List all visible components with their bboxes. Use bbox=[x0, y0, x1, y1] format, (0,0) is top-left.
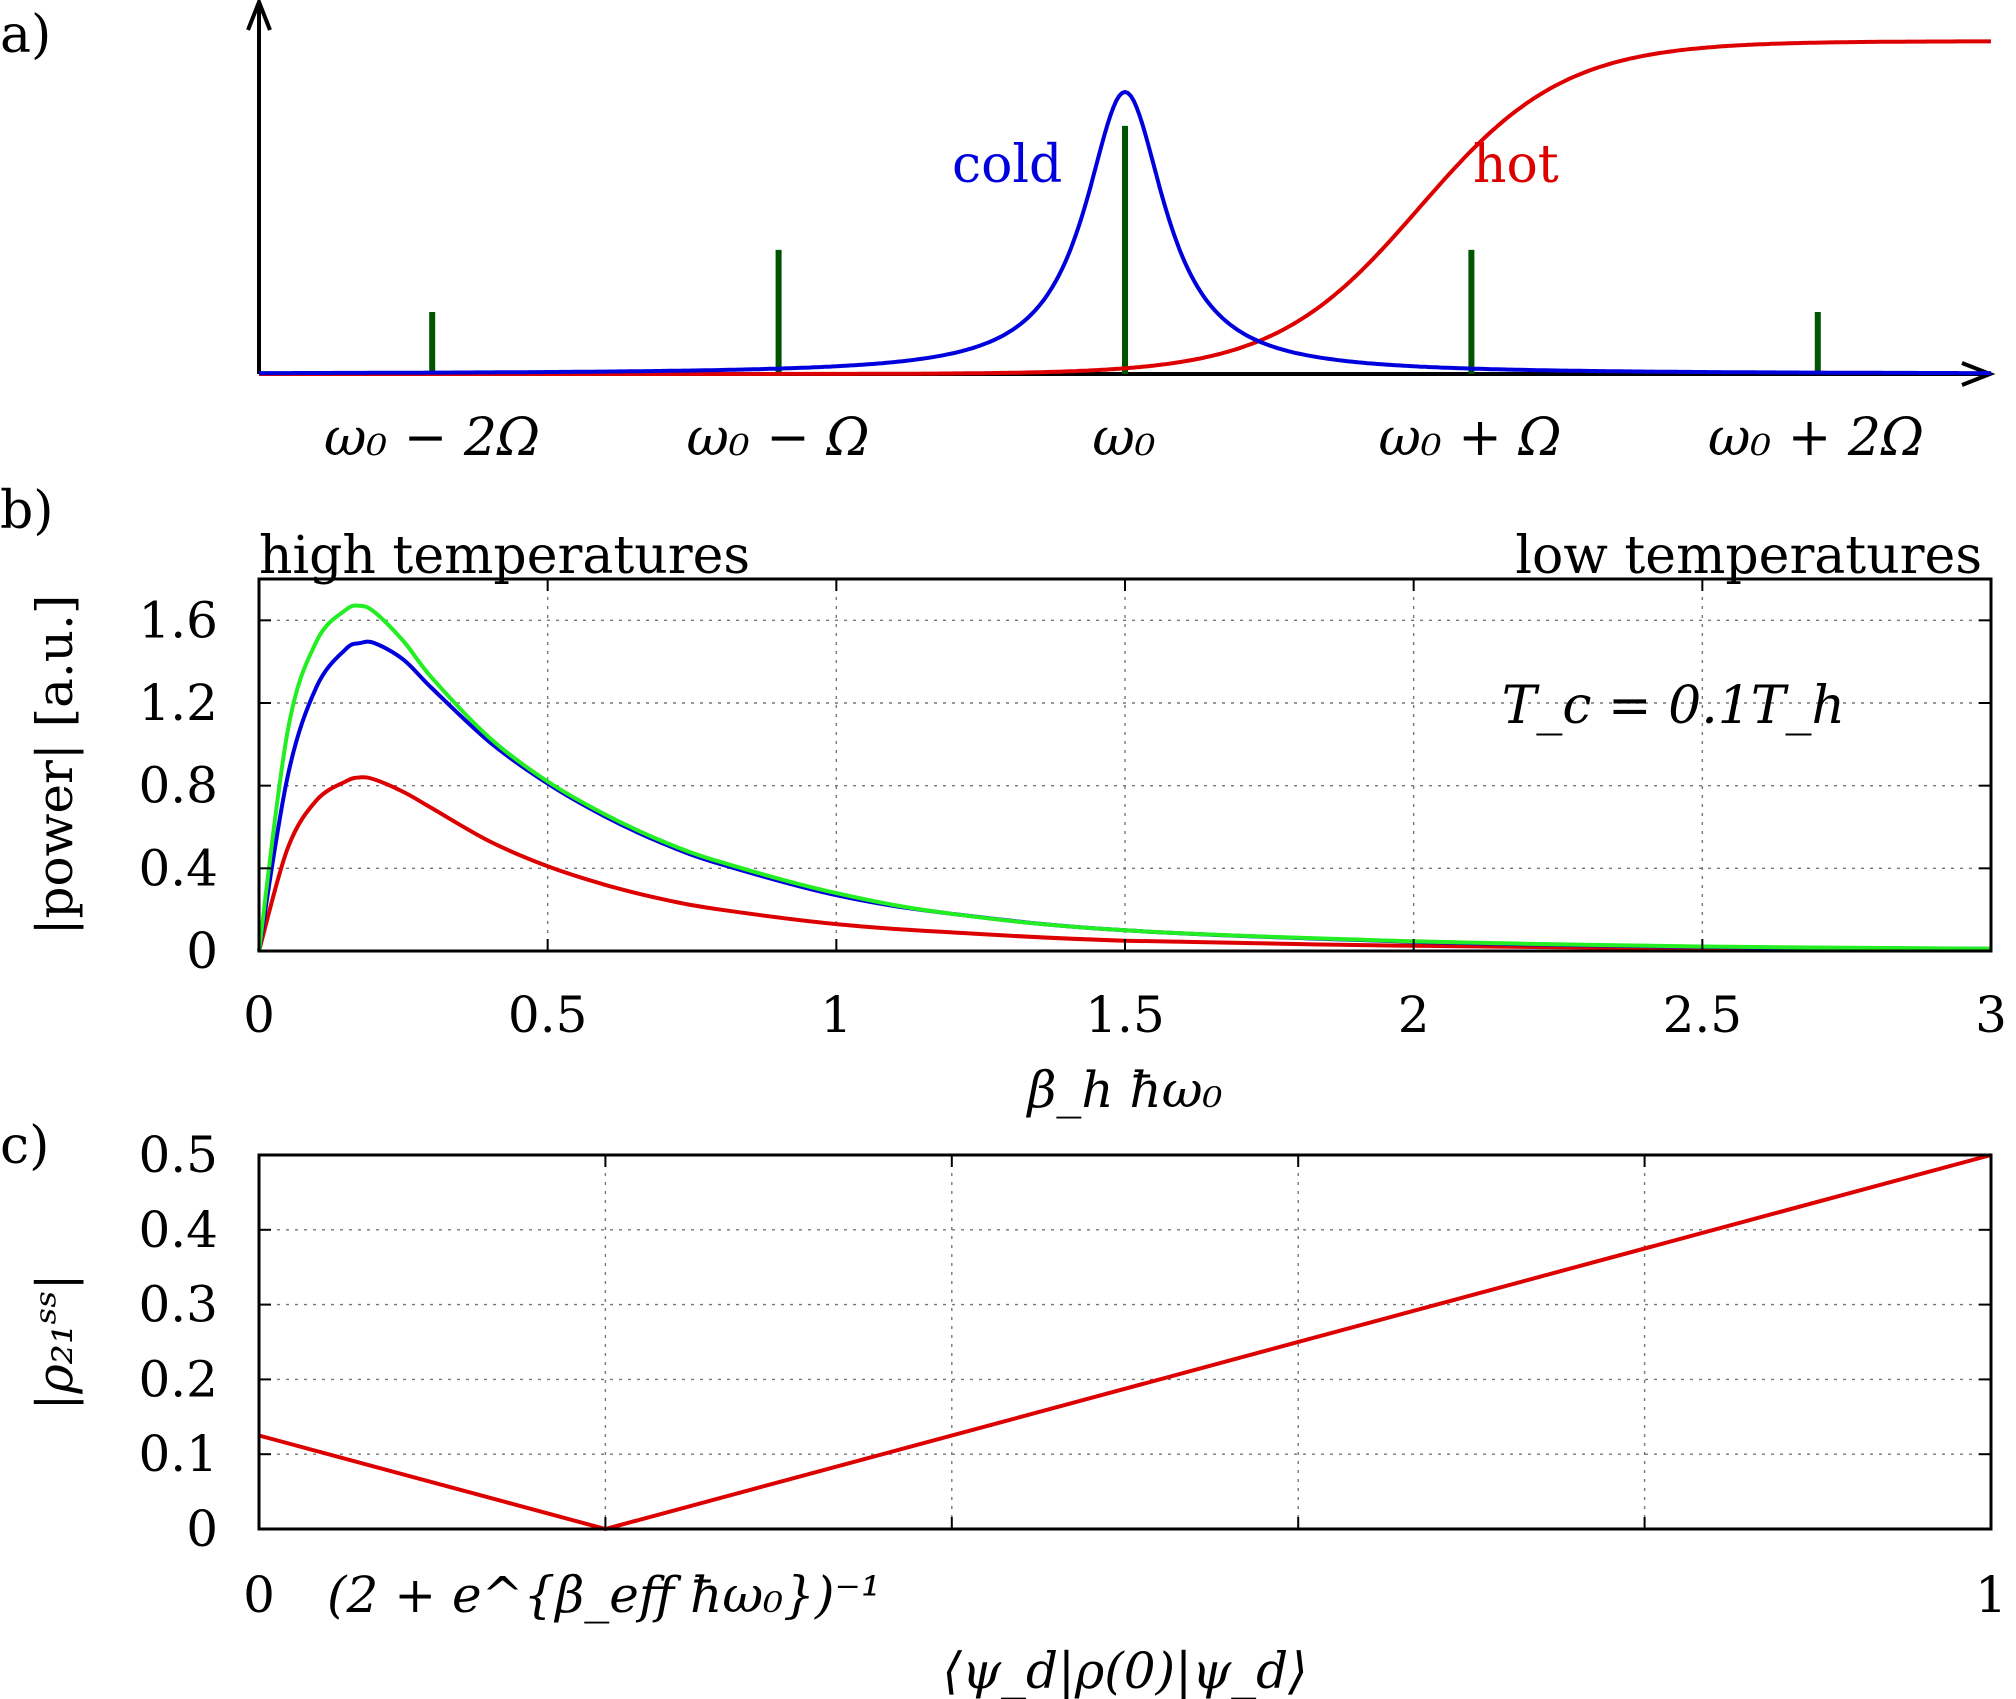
x-tick-label: 2.5 bbox=[1663, 986, 1743, 1044]
x-label-w0: ω₀ bbox=[1092, 408, 1155, 468]
panel-a-y-arrowhead bbox=[246, 0, 272, 31]
panel-a: a) cold hot ω₀ − 2Ω ω₀ − Ω ω₀ ω₀ + Ω ω₀ … bbox=[0, 0, 1996, 468]
x-tick-label: 0 bbox=[243, 986, 275, 1044]
y-tick-label: 0.1 bbox=[138, 1425, 218, 1483]
y-tick-label: 0 bbox=[186, 922, 218, 980]
x-label-w0-minus-omega: ω₀ − Ω bbox=[687, 408, 870, 468]
power-series-line bbox=[257, 775, 1992, 952]
panel-c-curves bbox=[258, 1153, 1992, 1532]
panel-c: c) 0 0.1 0.2 0.3 0.4 0.5 0 (2 + e^{β_eff ħω₀}… bbox=[0, 1116, 2007, 1699]
panel-b-x-ticks: 0 0.5 1 1.5 2 2.5 3 bbox=[243, 579, 2007, 1044]
x-label-w0-plus-omega: ω₀ + Ω bbox=[1379, 408, 1562, 468]
hot-label: hot bbox=[1473, 135, 1559, 195]
coherence-series-line bbox=[258, 1153, 1992, 1532]
panel-c-x-ticks bbox=[258, 1155, 1992, 1529]
panel-c-x-tick-1: 1 bbox=[1975, 1566, 2007, 1624]
sideband-lines bbox=[429, 125, 1821, 374]
y-tick-label: 1.6 bbox=[138, 591, 218, 649]
temperature-annotation: T_c = 0.1T_h bbox=[1502, 676, 1845, 736]
panel-b-label: b) bbox=[0, 481, 54, 541]
panel-c-x-axis-label: ⟨ψ_d|ρ(0)|ψ_d⟩ bbox=[942, 1642, 1307, 1699]
cold-label: cold bbox=[952, 135, 1062, 195]
panel-c-y-ticks: 0 0.1 0.2 0.3 0.4 0.5 bbox=[138, 1126, 1991, 1558]
y-tick-label: 0.4 bbox=[138, 839, 218, 897]
panel-c-label: c) bbox=[0, 1116, 49, 1176]
x-label-w0-minus-2omega: ω₀ − 2Ω bbox=[324, 408, 540, 468]
low-temperatures-label: low temperatures bbox=[1515, 526, 1982, 586]
x-label-w0-plus-2omega: ω₀ + 2Ω bbox=[1708, 408, 1924, 468]
panel-c-x-tick-mid: (2 + e^{β_eff ħω₀})⁻¹ bbox=[327, 1566, 881, 1624]
panel-c-y-axis-label: |ρ₂₁ˢˢ| bbox=[26, 1274, 84, 1411]
panel-c-frame bbox=[257, 1153, 1993, 1531]
x-tick-label: 2 bbox=[1398, 986, 1430, 1044]
cold-curve bbox=[259, 89, 1991, 376]
y-tick-label: 0.5 bbox=[138, 1126, 218, 1184]
panel-b-y-axis-label: |power| [a.u.] bbox=[26, 595, 84, 936]
x-tick-label: 1.5 bbox=[1085, 986, 1165, 1044]
x-tick-label: 0.5 bbox=[508, 986, 588, 1044]
y-tick-label: 0 bbox=[186, 1500, 218, 1558]
y-tick-label: 0.3 bbox=[138, 1276, 218, 1334]
y-tick-label: 1.2 bbox=[138, 674, 218, 732]
x-tick-label: 3 bbox=[1975, 986, 2007, 1044]
high-temperatures-label: high temperatures bbox=[259, 526, 750, 586]
panel-c-grid bbox=[259, 1155, 1991, 1529]
panel-b-x-axis-label: β_h ħω₀ bbox=[1025, 1061, 1222, 1119]
panel-b-y-ticks: 0 0.4 0.8 1.2 1.6 bbox=[138, 591, 1991, 980]
panel-c-x-tick-0: 0 bbox=[243, 1566, 275, 1624]
y-tick-label: 0.4 bbox=[138, 1201, 218, 1259]
x-tick-label: 1 bbox=[820, 986, 852, 1044]
panel-a-label: a) bbox=[0, 5, 51, 65]
y-tick-label: 0.8 bbox=[138, 757, 218, 815]
y-tick-label: 0.2 bbox=[138, 1350, 218, 1408]
